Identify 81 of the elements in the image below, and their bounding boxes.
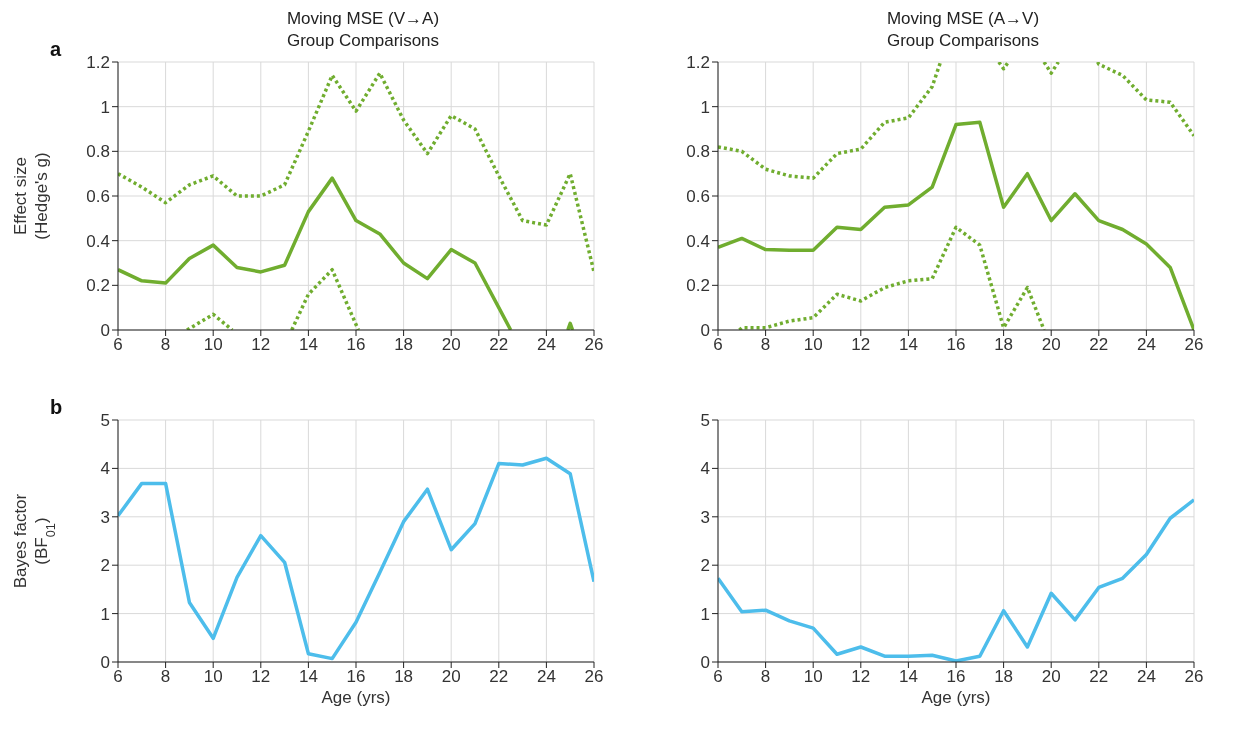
y-tick-label: 3: [100, 507, 110, 527]
text: b: [50, 396, 63, 419]
y-tick-label: 1: [100, 604, 110, 624]
y-tick-label: 0.2: [686, 276, 710, 296]
y-tick-label: 2: [100, 556, 110, 576]
chart-title: Moving MSE (A→V): [885, 8, 1041, 30]
x-tick-label: 22: [1089, 667, 1109, 687]
y-tick-label: 0.4: [686, 231, 710, 251]
x-tick-label: 24: [1136, 667, 1156, 687]
x-tick-label: 14: [298, 667, 318, 687]
x-tick-label: 12: [851, 335, 871, 355]
x-tick-label: 22: [489, 335, 509, 355]
x-tick-label: 20: [1041, 667, 1061, 687]
x-tick-label: 14: [898, 667, 918, 687]
y-tick-label: 0.6: [686, 187, 710, 207]
x-tick-label: 10: [203, 335, 223, 355]
x-tick-label: 8: [160, 667, 171, 687]
x-tick-label: 8: [760, 335, 771, 355]
y-tick-label: 0.8: [86, 142, 110, 162]
y-tick-label: 1: [700, 97, 710, 117]
y-tick-label: 4: [100, 459, 110, 479]
x-tick-label: 12: [251, 667, 271, 687]
x-tick-label: 18: [394, 667, 414, 687]
y-tick-label: 0: [700, 321, 710, 341]
x-tick-label: 22: [1089, 335, 1109, 355]
y-tick-label: 1: [700, 604, 710, 624]
x-tick-label: 12: [251, 335, 271, 355]
line-series: [737, 225, 1046, 330]
x-tick-label: 10: [803, 335, 823, 355]
x-tick-label: 26: [1184, 667, 1204, 687]
x-tick-label: 20: [441, 667, 461, 687]
x-tick-label: 8: [160, 335, 171, 355]
x-tick-label: 16: [946, 335, 966, 355]
y-tick-label: 3: [700, 507, 710, 527]
y-tick-label: 1: [100, 97, 110, 117]
x-axis-title: Age (yrs): [920, 688, 992, 708]
x-tick-label: 20: [1041, 335, 1061, 355]
y-axis-title: Effect size (Hedge's g): [11, 152, 51, 240]
x-tick-label: 14: [898, 335, 918, 355]
x-tick-label: 8: [760, 667, 771, 687]
chart-subtitle: Group Comparisons: [885, 30, 1041, 52]
x-axis-title: Age (yrs): [320, 688, 392, 708]
y-tick-label: 4: [700, 459, 710, 479]
x-tick-label: 22: [489, 667, 509, 687]
y-tick-label: 0.4: [86, 231, 110, 251]
x-tick-label: 26: [584, 335, 604, 355]
chart-title: Moving MSE (V→A): [285, 8, 441, 30]
y-tick-label: 0: [100, 321, 110, 341]
x-tick-label: 16: [346, 335, 366, 355]
x-tick-label: 18: [994, 667, 1014, 687]
x-tick-label: 26: [1184, 335, 1204, 355]
y-tick-label: 0.8: [686, 142, 710, 162]
x-tick-label: 10: [803, 667, 823, 687]
x-tick-label: 6: [113, 667, 123, 687]
y-tick-label: 1.2: [86, 53, 110, 73]
x-tick-label: 10: [203, 667, 223, 687]
x-tick-label: 6: [713, 335, 723, 355]
x-tick-label: 20: [441, 335, 461, 355]
text: a: [50, 38, 62, 61]
y-tick-label: 0.6: [86, 187, 110, 207]
line-series: [118, 71, 594, 274]
x-tick-label: 26: [584, 667, 604, 687]
x-tick-label: 6: [713, 667, 723, 687]
x-tick-label: 24: [1136, 335, 1156, 355]
x-tick-label: 24: [536, 667, 556, 687]
y-tick-label: 2: [700, 556, 710, 576]
x-tick-label: 16: [946, 667, 966, 687]
y-tick-label: 0.2: [86, 276, 110, 296]
x-tick-label: 24: [536, 335, 556, 355]
y-tick-label: 5: [700, 411, 710, 431]
y-tick-label: 0: [700, 653, 710, 673]
x-tick-label: 18: [394, 335, 414, 355]
y-tick-label: 0: [100, 653, 110, 673]
chart-subtitle: Group Comparisons: [285, 30, 441, 52]
y-tick-label: 1.2: [686, 53, 710, 73]
x-tick-label: 12: [851, 667, 871, 687]
y-tick-label: 5: [100, 411, 110, 431]
x-tick-label: 16: [346, 667, 366, 687]
x-tick-label: 14: [298, 335, 318, 355]
x-tick-label: 6: [113, 335, 123, 355]
x-tick-label: 18: [994, 335, 1014, 355]
